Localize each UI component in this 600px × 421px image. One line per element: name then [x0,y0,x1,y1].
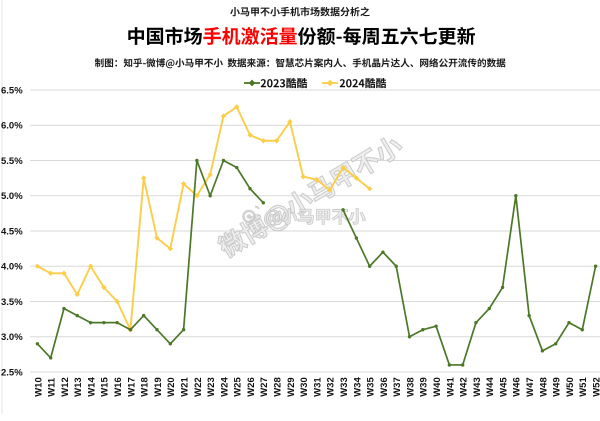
svg-text:W52: W52 [591,377,600,397]
svg-text:W12: W12 [60,377,71,397]
svg-text:W19: W19 [153,377,164,397]
svg-text:W25: W25 [233,377,244,397]
svg-text:W51: W51 [578,377,589,397]
svg-text:4.0%: 4.0% [1,262,23,273]
svg-text:W20: W20 [166,377,177,397]
svg-text:W24: W24 [219,377,230,397]
svg-text:W31: W31 [312,377,323,397]
svg-text:W29: W29 [286,377,297,397]
svg-text:2.5%: 2.5% [1,367,23,378]
svg-text:W32: W32 [326,377,337,397]
svg-text:5.0%: 5.0% [1,191,23,202]
svg-text:W46: W46 [512,377,523,397]
svg-text:W43: W43 [472,377,483,397]
svg-text:W21: W21 [179,377,190,397]
svg-text:3.0%: 3.0% [1,332,23,343]
svg-text:W36: W36 [379,377,390,397]
svg-text:W47: W47 [525,377,536,397]
svg-text:W16: W16 [113,377,124,397]
svg-text:W37: W37 [392,377,403,397]
svg-text:6.5%: 6.5% [1,85,23,96]
svg-text:W44: W44 [485,377,496,397]
svg-text:W15: W15 [100,377,111,397]
svg-text:W17: W17 [126,377,137,397]
svg-text:5.5%: 5.5% [1,156,23,167]
svg-text:W18: W18 [140,377,151,397]
svg-text:W39: W39 [419,377,430,397]
svg-text:W22: W22 [193,377,204,397]
svg-text:W45: W45 [498,377,509,397]
svg-text:W42: W42 [459,377,470,397]
svg-text:W49: W49 [552,377,563,397]
svg-text:3.5%: 3.5% [1,297,23,308]
svg-text:W33: W33 [339,377,350,397]
svg-text:W23: W23 [206,377,217,397]
svg-text:W14: W14 [86,377,97,397]
svg-text:W34: W34 [352,377,363,397]
svg-text:W48: W48 [538,377,549,397]
svg-text:W41: W41 [445,377,456,397]
svg-text:W11: W11 [47,377,58,397]
svg-text:W38: W38 [405,377,416,397]
svg-text:6.0%: 6.0% [1,121,23,132]
svg-text:W27: W27 [259,377,270,397]
svg-text:W35: W35 [366,377,377,397]
svg-text:4.5%: 4.5% [1,226,23,237]
svg-text:W30: W30 [299,377,310,397]
svg-text:W26: W26 [246,377,257,397]
svg-text:W40: W40 [432,377,443,397]
svg-text:W10: W10 [33,377,44,397]
svg-text:W50: W50 [565,377,576,397]
svg-text:W28: W28 [273,377,284,397]
svg-text:W13: W13 [73,377,84,397]
